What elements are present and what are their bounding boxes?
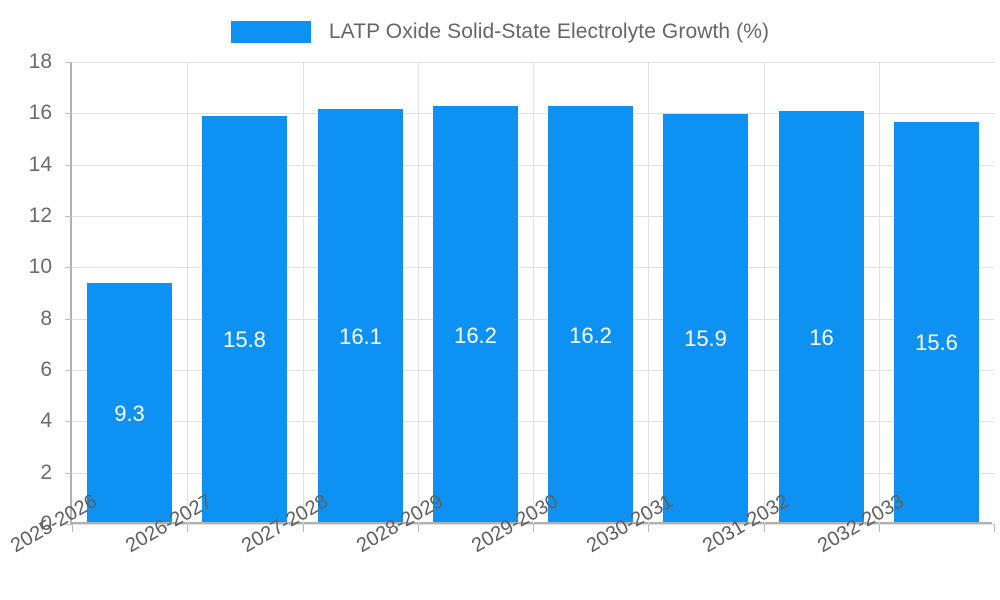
x-tick-mark [879, 524, 880, 532]
bar-value-label: 15.8 [223, 327, 266, 353]
y-tick-label: 0 [40, 512, 52, 535]
bar[interactable]: 15.9 [663, 113, 748, 522]
y-tick-mark [65, 421, 72, 423]
y-tick-label: 4 [40, 409, 52, 433]
y-tick-mark [65, 267, 72, 269]
bar-value-label: 15.9 [684, 325, 727, 351]
y-tick-label: 12 [28, 204, 52, 227]
bar[interactable]: 16.1 [318, 108, 403, 522]
bar-value-label: 16.1 [339, 323, 382, 349]
bar-value-label: 16.2 [454, 323, 497, 349]
y-tick-mark [65, 216, 72, 217]
gridline-vertical [303, 62, 304, 524]
gridline-vertical [764, 62, 765, 524]
bar[interactable]: 16 [779, 111, 864, 522]
y-tick-label: 10 [28, 255, 52, 279]
gridline-vertical [533, 62, 534, 524]
x-tick-mark [72, 524, 73, 532]
gridline-vertical [879, 62, 880, 524]
y-tick-mark [65, 370, 72, 371]
bar-value-label: 16 [809, 325, 834, 351]
y-tick-label: 8 [40, 306, 52, 330]
y-tick-label: 2 [40, 460, 52, 484]
gridline-vertical [418, 62, 419, 524]
gridline-vertical [187, 62, 188, 524]
bar-value-label: 16.2 [569, 323, 612, 349]
chart-legend: LATP Oxide Solid-State Electrolyte Growt… [0, 14, 1000, 50]
bar[interactable]: 15.8 [202, 116, 287, 522]
y-tick-label: 18 [28, 50, 52, 73]
gridline-vertical [648, 62, 649, 524]
legend-color-swatch [230, 21, 311, 43]
x-tick-mark [187, 524, 188, 532]
y-tick-mark [65, 318, 72, 320]
legend-label: LATP Oxide Solid-State Electrolyte Growt… [328, 20, 770, 43]
y-tick-mark [65, 62, 72, 63]
y-tick-mark [65, 524, 72, 525]
x-tick-mark [648, 524, 649, 532]
bar[interactable]: 16.2 [433, 106, 518, 522]
x-tick-mark [533, 524, 534, 532]
y-tick-label: 14 [28, 152, 52, 176]
x-tick-mark [764, 524, 765, 532]
bar-value-label: 9.3 [114, 401, 145, 427]
bar[interactable]: 15.6 [894, 121, 979, 522]
y-tick-label: 6 [40, 358, 52, 381]
x-tick-mark [994, 524, 995, 532]
x-tick-mark [418, 524, 419, 532]
bar-value-label: 15.6 [915, 329, 958, 355]
plot-area: 0 2 4 6 8 10 12 14 16 18 9.3 15.8 16.1 16.2 16.2 15.9 1… [7, 50, 995, 557]
bar[interactable]: 16.2 [548, 106, 633, 522]
y-tick-label: 16 [28, 101, 52, 125]
x-tick-mark [303, 524, 304, 532]
bar[interactable]: 9.3 [87, 283, 172, 522]
y-tick-mark [65, 164, 72, 166]
y-tick-mark [65, 113, 72, 115]
y-tick-mark [65, 472, 72, 474]
